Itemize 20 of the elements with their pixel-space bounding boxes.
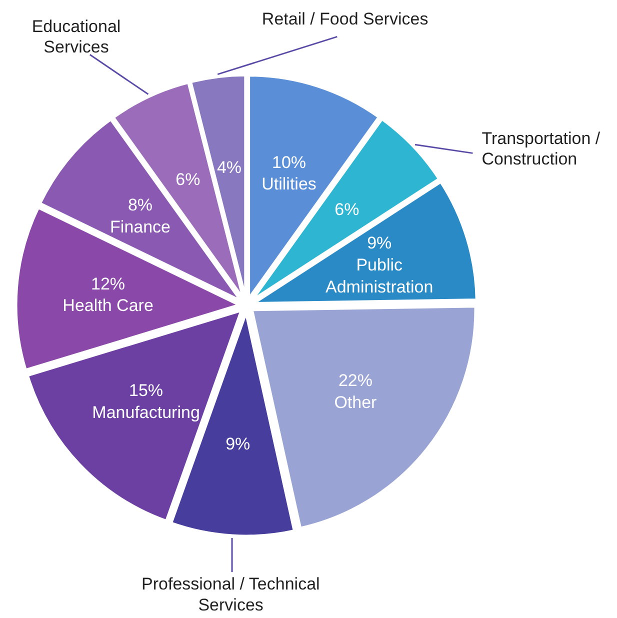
slice-label: Health Care [62,296,154,316]
slice-label: Retail / Food Services [262,9,428,28]
data-label: 9% [226,434,250,454]
slice-label: Utilities [262,174,316,194]
slice-label: Educational Services [32,16,121,57]
data-label: 15% [129,380,164,400]
data-label: 10% [272,152,306,172]
slice-label: Public Administration [326,256,434,296]
data-label: 6% [176,170,200,190]
slice-label: Finance [110,217,171,236]
data-label: 8% [128,196,153,215]
slice-label: Other [334,393,378,412]
slice-label: Professional / Technical Services [142,574,320,614]
slice-label: Transportation / Construction [482,128,600,169]
data-label: 22% [338,371,372,390]
data-label: 4% [216,158,242,178]
data-label: 9% [367,234,392,253]
data-label: 6% [334,200,360,220]
slice-label: Manufacturing [92,402,200,422]
data-label: 12% [91,274,126,294]
